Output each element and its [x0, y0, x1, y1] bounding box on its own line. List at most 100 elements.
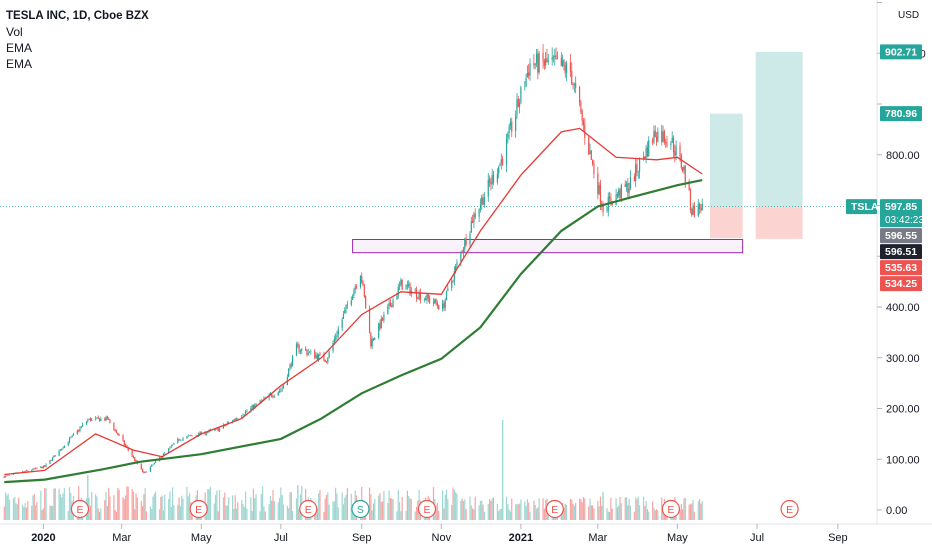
volume-bar — [584, 498, 586, 520]
volume-spike — [501, 420, 504, 520]
volume-bar — [569, 498, 572, 520]
volume-bar — [323, 511, 325, 520]
volume-bar — [136, 497, 138, 520]
time-tick-label: Nov — [432, 532, 452, 544]
volume-bar — [344, 497, 346, 520]
volume-bar — [88, 497, 90, 520]
volume-bar — [655, 509, 658, 520]
volume-bar — [478, 505, 480, 520]
volume-bar — [379, 493, 381, 520]
volume-bar — [400, 511, 402, 520]
price-tick-label: 800.00 — [886, 150, 920, 162]
volume-bar — [271, 500, 273, 520]
legend-ema-2[interactable]: EMA — [6, 57, 33, 71]
volume-spike — [602, 492, 604, 520]
volume-bar — [35, 505, 37, 520]
volume-bar — [573, 505, 575, 520]
volume-bar — [280, 487, 282, 520]
price-label-box — [880, 244, 922, 260]
volume-bar — [286, 505, 288, 520]
volume-bar — [526, 499, 528, 520]
volume-bar — [254, 498, 256, 520]
event-marker-label: E — [305, 504, 312, 516]
ema-fast-line — [4, 127, 703, 476]
volume-bar — [543, 508, 545, 520]
volume-bar — [469, 496, 471, 520]
price-label-value: 902.71 — [885, 46, 917, 58]
volume-bar — [350, 493, 352, 520]
volume-bar — [378, 495, 380, 520]
volume-bar — [63, 488, 65, 520]
volume-bar — [62, 493, 64, 520]
volume-bar — [42, 508, 45, 520]
position-stop-area — [755, 206, 803, 239]
volume-bar — [261, 486, 264, 520]
volume-bar — [518, 503, 521, 520]
volume-bar — [470, 505, 472, 520]
volume-bar — [171, 487, 174, 520]
volume-bar — [243, 506, 245, 520]
volume-bar — [25, 507, 28, 520]
volume-bar — [3, 506, 5, 520]
volume-bar — [637, 496, 639, 520]
legend-volume[interactable]: Vol — [6, 25, 23, 39]
volume-bar — [353, 511, 355, 520]
volume-bar — [36, 501, 38, 520]
volume-bar — [534, 505, 536, 520]
time-tick-label: Jul — [750, 532, 764, 544]
volume-bar — [481, 500, 483, 520]
volume-bar — [638, 505, 641, 520]
volume-bar — [491, 498, 493, 520]
volume-bar — [582, 497, 585, 520]
volume-bar — [479, 500, 482, 520]
volume-bar — [644, 505, 646, 520]
volume-bar — [445, 489, 448, 520]
volume-bar — [619, 496, 621, 520]
volume-bar — [59, 494, 61, 520]
volume-bar — [517, 504, 519, 520]
volume-bar — [460, 500, 462, 520]
volume-bar — [89, 505, 91, 520]
volume-bar — [456, 493, 458, 520]
volume-bar — [616, 507, 619, 520]
volume-bar — [496, 503, 498, 520]
volume-bar — [226, 505, 228, 520]
event-marker-label: E — [551, 504, 558, 516]
price-label-box — [880, 106, 922, 122]
volume-bar — [597, 500, 599, 520]
volume-bar — [333, 501, 335, 520]
volume-bar — [54, 488, 56, 520]
volume-bar — [447, 498, 449, 520]
price-label-box — [880, 260, 922, 276]
symbol-title[interactable]: TESLA INC, 1D, Cboe BZX — [6, 10, 149, 22]
symbol-tag: TSLA — [851, 201, 879, 213]
volume-bar — [104, 500, 106, 520]
price-label-value: 534.25 — [885, 278, 917, 290]
event-marker — [70, 499, 90, 519]
volume-bar — [125, 495, 127, 520]
volume-bar — [507, 504, 509, 520]
volume-bar — [529, 511, 531, 520]
volume-bar — [246, 508, 248, 520]
volume-bar — [336, 493, 338, 520]
volume-bar — [251, 511, 253, 520]
price-label-value: 596.51 — [885, 246, 917, 258]
volume-bar — [97, 508, 99, 520]
time-tick-label: Sep — [352, 532, 372, 544]
event-marker — [545, 499, 564, 519]
volume-bar — [680, 503, 682, 520]
volume-bar — [590, 505, 592, 520]
volume-bar — [188, 493, 191, 520]
volume-bar — [571, 499, 573, 520]
volume-bar — [95, 494, 97, 520]
volume-bar — [628, 498, 630, 520]
event-marker-label: S — [357, 504, 364, 516]
volume-bar — [179, 506, 182, 520]
volume-bar — [391, 498, 393, 520]
volume-bar — [132, 491, 135, 520]
volume-bar — [345, 494, 347, 520]
legend-ema-1[interactable]: EMA — [6, 41, 33, 55]
volume-bar — [228, 497, 230, 520]
time-axis[interactable]: 2020 Mar May Jul Sep Nov 2021 Mar May Jul Sep — [0, 523, 932, 544]
